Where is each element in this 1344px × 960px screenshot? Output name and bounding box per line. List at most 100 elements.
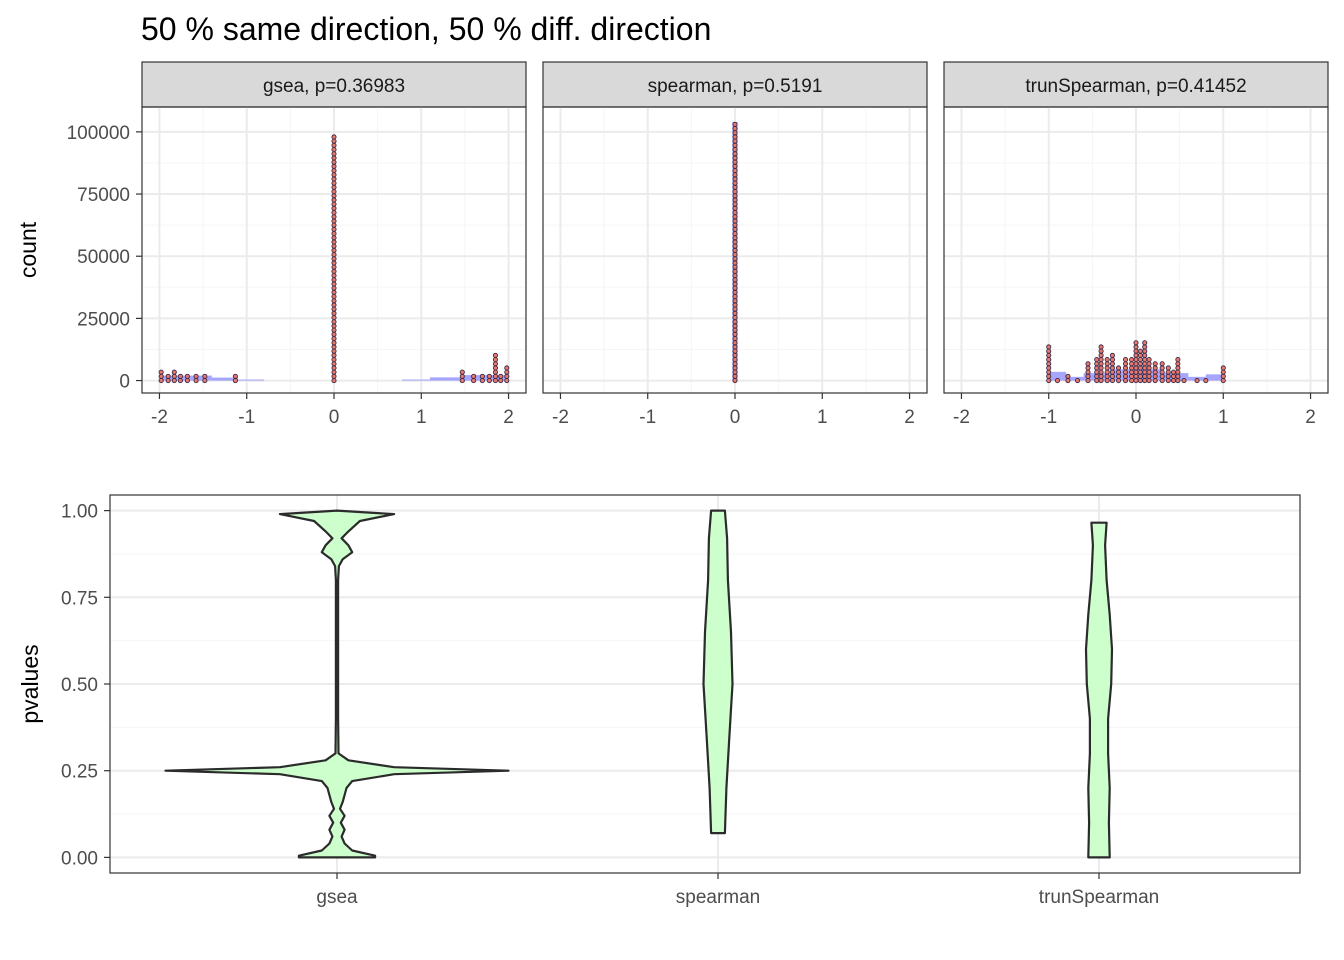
dot: [1122, 361, 1129, 367]
dot: [732, 214, 738, 220]
dot: [331, 285, 337, 291]
dot: [1122, 369, 1129, 375]
dot: [1104, 365, 1110, 371]
dot: [732, 184, 738, 190]
dot: [331, 277, 337, 283]
dot: [1142, 361, 1148, 367]
dot: [331, 298, 337, 304]
facet-panel: trunSpearman, p=0.41452 -2 -1 0 1 2: [943, 61, 1329, 428]
dot: [504, 365, 510, 371]
dot: [331, 289, 337, 295]
dot: [504, 369, 510, 375]
dot: [1133, 344, 1139, 350]
dot: [331, 252, 337, 258]
dot-stack: [1152, 361, 1158, 384]
dot: [1133, 348, 1139, 354]
dot-stack: [331, 134, 337, 384]
dot: [732, 294, 738, 300]
dot: [1165, 378, 1171, 384]
dot: [1170, 378, 1177, 384]
dot: [1109, 373, 1115, 379]
dot: [1133, 357, 1139, 363]
dot: [331, 260, 337, 266]
dot: [732, 252, 738, 258]
dot: [1142, 369, 1148, 375]
dot: [486, 373, 492, 379]
dot: [1129, 373, 1135, 379]
y-tick-label: 0.50: [61, 675, 98, 696]
dot: [1170, 373, 1177, 379]
dot: [331, 231, 337, 237]
y-tick-label: 0.75: [61, 588, 98, 609]
dot: [1046, 365, 1052, 371]
dot: [1220, 369, 1226, 375]
y-tick-label: 50000: [77, 247, 130, 268]
dot: [158, 373, 164, 379]
dot: [504, 373, 510, 379]
dot: [331, 273, 337, 279]
dot: [1098, 344, 1104, 350]
dot: [331, 142, 337, 148]
dot: [331, 226, 337, 232]
dot: [158, 378, 164, 384]
dot: [202, 373, 208, 379]
dot: [1133, 365, 1139, 371]
dot-stack: [1085, 361, 1091, 384]
dot: [498, 373, 504, 379]
dot: [1175, 365, 1181, 371]
dot: [732, 369, 738, 375]
x-tick-label: -2: [552, 407, 569, 428]
dot: [331, 222, 337, 228]
dot-stack: [165, 373, 171, 384]
dot: [1175, 357, 1181, 363]
dot: [732, 264, 738, 270]
dot: [1142, 378, 1148, 384]
dot: [1137, 348, 1143, 354]
dot: [1203, 378, 1209, 384]
dot: [471, 373, 477, 379]
dot: [492, 357, 499, 363]
dot: [331, 193, 337, 199]
dot: [1094, 361, 1100, 367]
dot: [1098, 369, 1104, 375]
dot: [1159, 378, 1165, 384]
dot: [1152, 361, 1158, 367]
dot: [732, 340, 738, 346]
dot: [1098, 373, 1104, 379]
dot: [1137, 365, 1143, 371]
dot: [331, 302, 337, 308]
violin-gsea: [164, 509, 510, 859]
dot: [1146, 361, 1152, 367]
dot: [331, 163, 337, 169]
dot-stack: [479, 373, 485, 384]
dot: [1046, 344, 1052, 350]
dot-stack: [1122, 357, 1129, 384]
x-tick-label: -1: [639, 407, 656, 428]
panel-data: [1046, 340, 1226, 384]
dot: [331, 373, 337, 379]
dot-stack: [202, 373, 208, 384]
dot-stack: [1181, 378, 1187, 384]
dot: [1142, 357, 1148, 363]
dot: [331, 348, 337, 354]
dot: [732, 319, 738, 325]
dot: [1098, 378, 1104, 384]
dot: [1046, 361, 1052, 367]
dot: [1115, 369, 1122, 375]
y-tick-label: 75000: [77, 185, 130, 206]
dot: [732, 138, 738, 144]
dot: [331, 294, 337, 300]
dot: [331, 168, 337, 174]
dot: [1152, 378, 1158, 384]
dot: [1220, 365, 1226, 371]
dot: [732, 180, 738, 186]
dot: [331, 365, 337, 371]
dot: [1159, 373, 1165, 379]
dot-stack: [1220, 365, 1226, 384]
dot: [732, 306, 738, 312]
dot: [1146, 378, 1152, 384]
dot: [331, 239, 337, 245]
dot-stack: [732, 121, 738, 384]
dot-stack: [1065, 373, 1071, 384]
